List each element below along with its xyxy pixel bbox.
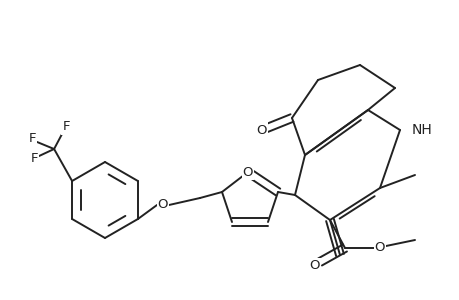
Text: F: F <box>62 121 70 134</box>
Text: NH: NH <box>411 123 432 137</box>
Text: O: O <box>309 260 319 272</box>
Text: O: O <box>157 199 168 212</box>
Text: O: O <box>256 124 267 136</box>
Text: O: O <box>242 166 253 178</box>
Text: F: F <box>28 133 36 146</box>
Text: O: O <box>374 242 385 254</box>
Text: F: F <box>30 152 38 166</box>
